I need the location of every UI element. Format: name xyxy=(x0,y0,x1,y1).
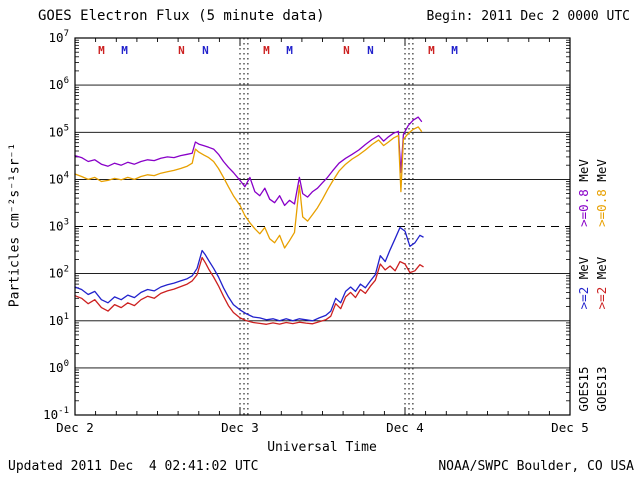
svg-text:105: 105 xyxy=(49,123,69,139)
svg-text:Dec 3: Dec 3 xyxy=(221,420,259,435)
svg-text:M: M xyxy=(121,44,128,57)
svg-text:M: M xyxy=(286,44,293,57)
svg-text:>=0.8 MeV: >=0.8 MeV xyxy=(576,159,591,227)
svg-text:N: N xyxy=(343,44,350,57)
svg-text:104: 104 xyxy=(49,170,69,186)
svg-text:102: 102 xyxy=(49,265,69,281)
svg-text:100: 100 xyxy=(49,359,69,375)
svg-text:N: N xyxy=(202,44,209,57)
svg-text:101: 101 xyxy=(49,312,69,328)
svg-text:GOES13: GOES13 xyxy=(594,366,609,411)
svg-text:>=2 MeV: >=2 MeV xyxy=(576,256,591,309)
svg-text:N: N xyxy=(178,44,185,57)
updated-timestamp: Updated 2011 Dec 4 02:41:02 UTC xyxy=(8,459,259,474)
svg-text:>=0.8 MeV: >=0.8 MeV xyxy=(594,159,609,227)
svg-text:Dec 2: Dec 2 xyxy=(56,420,94,435)
svg-text:Dec 5: Dec 5 xyxy=(551,420,589,435)
svg-text:103: 103 xyxy=(49,218,69,234)
chart-title: GOES Electron Flux (5 minute data) xyxy=(38,8,325,24)
svg-text:GOES15: GOES15 xyxy=(576,366,591,411)
y-axis-label: Particles cm⁻²s⁻¹sr⁻¹ xyxy=(7,142,23,308)
begin-timestamp: Begin: 2011 Dec 2 0000 UTC xyxy=(426,9,631,24)
svg-text:M: M xyxy=(98,44,105,57)
svg-text:106: 106 xyxy=(49,76,69,92)
svg-text:Dec 4: Dec 4 xyxy=(386,420,424,435)
x-axis-label: Universal Time xyxy=(267,440,377,455)
svg-text:N: N xyxy=(367,44,374,57)
svg-text:107: 107 xyxy=(49,29,69,45)
svg-text:M: M xyxy=(428,44,435,57)
svg-text:M: M xyxy=(451,44,458,57)
svg-text:>=2 MeV: >=2 MeV xyxy=(594,256,609,309)
source-credit: NOAA/SWPC Boulder, CO USA xyxy=(438,459,634,474)
svg-text:M: M xyxy=(263,44,270,57)
